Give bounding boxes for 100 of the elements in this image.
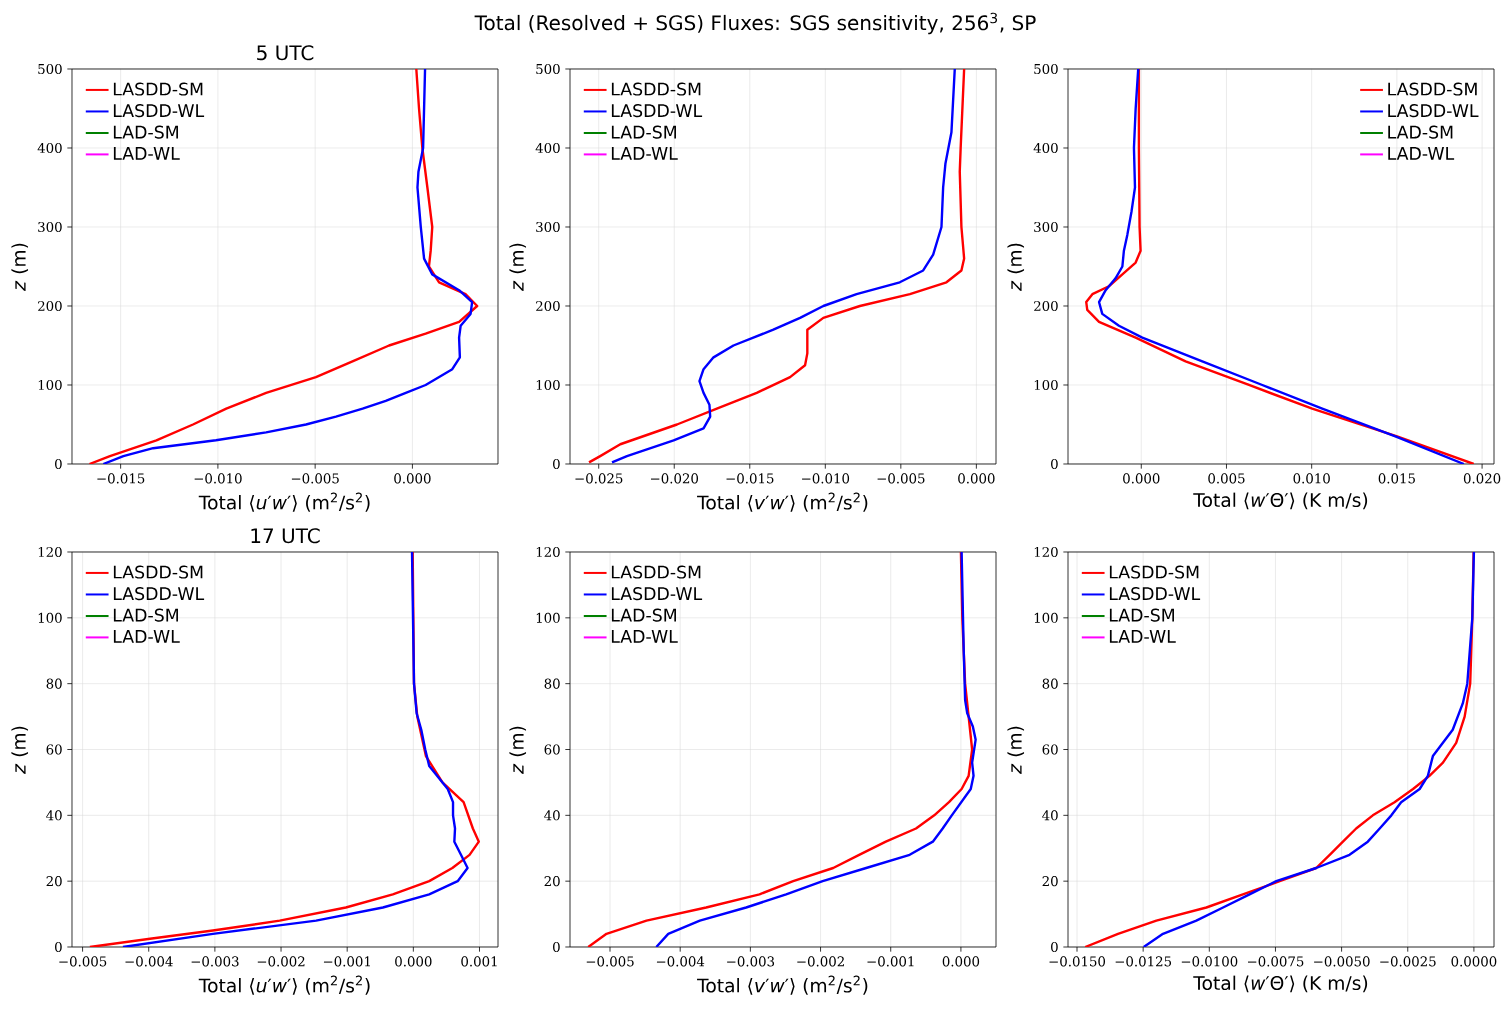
legend-label: LAD-SM — [1109, 608, 1174, 622]
y-tick-label: 100 — [38, 612, 62, 623]
y-tick-label: 40 — [1042, 810, 1058, 821]
y-tick-label: 100 — [1034, 379, 1058, 391]
x-tick-label: −0.025 — [575, 473, 623, 484]
x-tick-label: −0.0075 — [1247, 956, 1304, 967]
y-tick-label: 500 — [38, 63, 62, 75]
chart-title: 5 UTC — [257, 45, 314, 61]
line-series — [1084, 552, 1475, 947]
y-axis-title: z (m) — [11, 726, 29, 774]
y-tick-label: 80 — [544, 678, 560, 689]
x-tick-label: 0.0000 — [1451, 956, 1497, 967]
y-tick-label: 120 — [38, 546, 62, 558]
x-axis-title: Total ⟨w′Θ′⟩ (K m/s) — [1193, 492, 1368, 510]
y-tick-label: 20 — [46, 876, 62, 887]
x-tick-label: −0.020 — [650, 473, 699, 484]
legend-label: LAD-WL — [113, 630, 180, 643]
y-tick-label: 500 — [1034, 63, 1058, 75]
x-tick-label: −0.0125 — [1115, 956, 1172, 967]
legend-label: LASDD-SM — [113, 565, 203, 579]
text: Total (Resolved + SGS) Fluxes: SGS sensitivity, 256$^{3}$, SP — [474, 12, 1036, 35]
x-tick-label: 0.000 — [1123, 473, 1160, 484]
legend-label: LAD-SM — [611, 125, 676, 139]
text: Total ⟨v′w′⟩ (m$^{2}$/s$^{2}$) — [697, 975, 868, 995]
y-tick-label: 60 — [544, 744, 560, 755]
y-tick-label: 60 — [46, 744, 62, 755]
y-tick-label: 20 — [544, 876, 560, 887]
y-axis-title: z (m) — [509, 243, 527, 291]
y-tick-label: 300 — [536, 221, 560, 233]
legend-label: LAD-WL — [1109, 630, 1176, 643]
y-tick-label: 60 — [1042, 744, 1058, 755]
x-tick-label: −0.010 — [194, 473, 242, 484]
x-tick-label: −0.0025 — [1380, 956, 1436, 967]
x-tick-label: −0.004 — [656, 956, 705, 967]
x-tick-label: 0.010 — [1293, 473, 1330, 484]
y-tick-label: 0 — [1051, 941, 1058, 953]
x-tick-label: −0.001 — [867, 956, 914, 967]
x-tick-label: 0.015 — [1378, 473, 1415, 484]
y-tick-label: 0 — [1051, 458, 1058, 470]
legend-label: LASDD-WL — [1388, 104, 1479, 118]
legend-label: LAD-SM — [1388, 125, 1453, 139]
x-tick-label: −0.015 — [726, 473, 774, 484]
y-tick-label: 0 — [55, 941, 62, 953]
x-tick-label: −0.001 — [323, 956, 370, 967]
x-axis-title: Total ⟨w′Θ′⟩ (K m/s) — [1193, 975, 1368, 993]
legend-label: LASDD-WL — [113, 104, 205, 118]
x-tick-label: 0.000 — [395, 956, 432, 967]
y-tick-label: 200 — [536, 300, 560, 312]
y-tick-label: 200 — [1034, 300, 1058, 312]
y-tick-label: 80 — [1042, 678, 1058, 689]
y-tick-label: 100 — [1034, 612, 1058, 623]
legend-label: LAD-SM — [611, 608, 676, 622]
x-tick-label: −0.010 — [802, 473, 850, 484]
x-tick-label: −0.015 — [97, 473, 145, 484]
legend-label: LAD-WL — [1388, 147, 1455, 160]
legend-label: LASDD-WL — [1109, 587, 1201, 601]
y-axis-title: z (m) — [509, 726, 527, 774]
x-tick-label: −0.005 — [586, 956, 634, 967]
y-tick-label: 80 — [46, 678, 62, 689]
legend-label: LASDD-SM — [611, 565, 701, 579]
legend-label: LAD-WL — [611, 630, 678, 643]
y-tick-label: 100 — [536, 612, 560, 623]
y-tick-label: 120 — [536, 546, 560, 558]
y-tick-label: 500 — [536, 63, 560, 75]
x-tick-label: 0.005 — [1208, 473, 1245, 484]
y-tick-label: 40 — [46, 810, 62, 821]
y-tick-label: 300 — [1034, 221, 1058, 233]
x-tick-label: 0.000 — [958, 473, 995, 484]
text: Total ⟨u′w′⟩ (m$^{2}$/s$^{2}$) — [198, 492, 370, 512]
y-axis-title: z (m) — [1007, 243, 1025, 291]
y-tick-label: 120 — [1034, 546, 1058, 558]
x-tick-label: 0.001 — [461, 956, 497, 967]
x-tick-label: −0.005 — [59, 956, 107, 967]
y-tick-label: 400 — [37, 142, 62, 154]
legend-label: LAD-SM — [113, 608, 178, 622]
x-tick-label: −0.0150 — [1049, 956, 1106, 967]
x-tick-label: 0.000 — [942, 956, 980, 967]
legend-label: LAD-WL — [611, 147, 678, 160]
x-tick-label: 0.000 — [394, 473, 431, 484]
legend-label: LAD-WL — [113, 147, 180, 160]
legend-label: LASDD-SM — [1388, 82, 1477, 96]
legend-label: LASDD-SM — [611, 82, 701, 96]
y-tick-label: 400 — [1033, 142, 1058, 154]
y-tick-label: 0 — [553, 941, 560, 953]
x-tick-label: −0.002 — [257, 956, 305, 967]
y-tick-label: 100 — [38, 379, 62, 391]
legend-label: LASDD-WL — [113, 587, 205, 601]
x-tick-label: −0.002 — [797, 956, 844, 967]
chart-title: 17 UTC — [251, 528, 320, 544]
y-tick-label: 200 — [38, 300, 62, 312]
y-tick-label: 20 — [1042, 876, 1058, 887]
y-axis-title: z (m) — [11, 243, 29, 291]
y-tick-label: 0 — [55, 458, 62, 470]
y-tick-label: 40 — [544, 810, 560, 821]
legend-label: LASDD-WL — [611, 104, 703, 118]
legend-label: LAD-SM — [113, 125, 178, 139]
y-tick-label: 400 — [535, 142, 560, 154]
x-tick-label: 0.020 — [1463, 473, 1501, 484]
x-tick-label: −0.0050 — [1314, 956, 1370, 967]
text: Total ⟨v′w′⟩ (m$^{2}$/s$^{2}$) — [697, 492, 868, 512]
